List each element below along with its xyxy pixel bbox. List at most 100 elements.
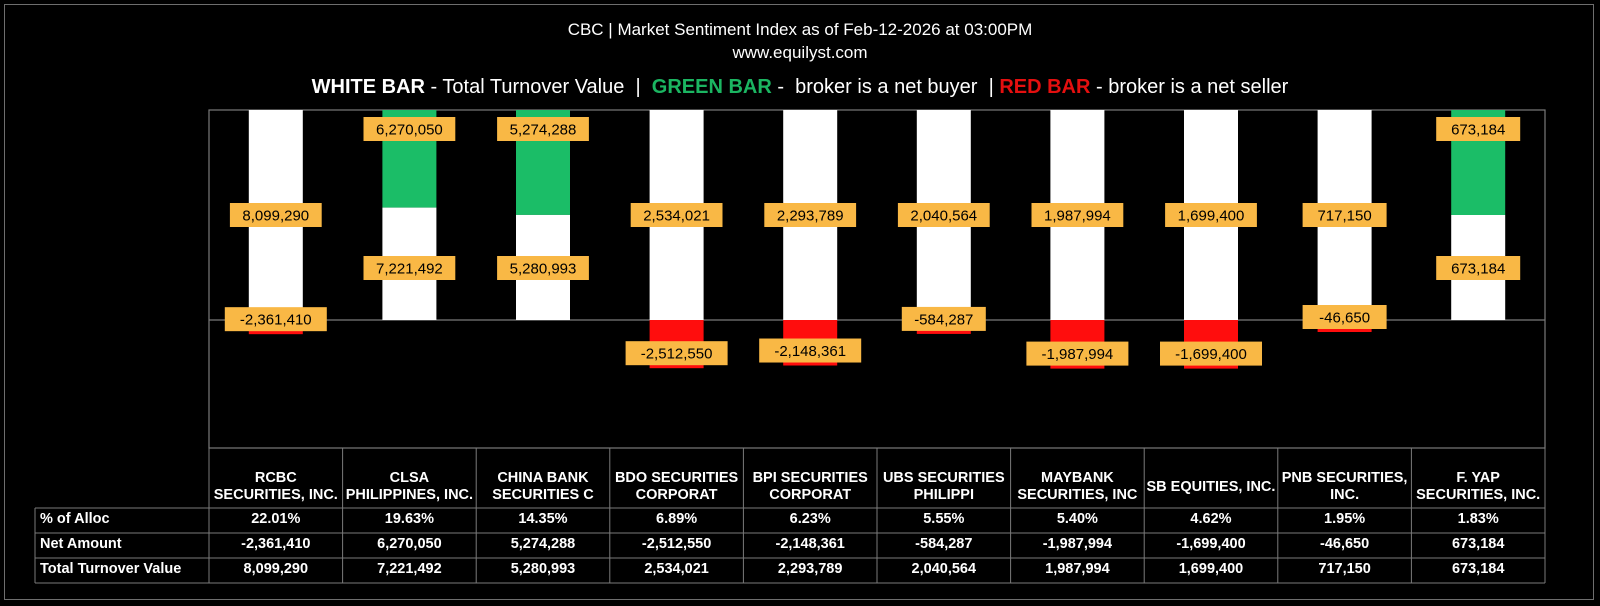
row-label-0: % of Alloc	[40, 511, 110, 527]
table-cell-1-5: -584,287	[915, 536, 973, 552]
net-label-4: -2,148,361	[759, 338, 862, 363]
table-cell-1-1: 6,270,050	[377, 536, 442, 552]
turnover-label-4-text: 2,293,789	[777, 208, 844, 225]
table-cell-2-6: 1,987,994	[1045, 561, 1110, 577]
table-cell-0-5: 5.55%	[923, 511, 965, 527]
net-label-9-text: 673,184	[1451, 122, 1505, 139]
net-label-5-bg	[901, 306, 986, 331]
table-cell-2-0: 8,099,290	[243, 561, 309, 577]
table-cell-1-8: -46,650	[1320, 536, 1370, 552]
table-cell-2-4: 2,293,789	[777, 561, 843, 577]
table-cell-1-7: -1,699,400	[1176, 536, 1246, 552]
net-label-9-bg	[1436, 117, 1521, 141]
turnover-label-0-bg	[229, 203, 322, 227]
turnover-label-2-text: 5,280,993	[510, 261, 577, 278]
table-cell-2-2: 5,280,993	[510, 561, 576, 577]
net-label-1-text: 6,270,050	[376, 122, 443, 139]
net-label-8-bg	[1302, 305, 1387, 329]
table-cell-1-9: 673,184	[1451, 536, 1505, 552]
table-cell-0-6: 5.40%	[1056, 511, 1098, 527]
table-cell-1-0: -2,361,410	[241, 536, 311, 552]
table-cell-0-0: 22.01%	[251, 511, 301, 527]
net-label-5-text: -584,287	[914, 311, 973, 328]
category-label-3: BDO SECURITIES CORPORAT	[614, 470, 739, 503]
net-label-6-bg	[1026, 341, 1129, 366]
net-label-2-bg	[497, 117, 589, 141]
net-label-6: -1,987,994	[1026, 341, 1129, 366]
turnover-label-3-bg	[630, 203, 723, 227]
table-cell-0-3: 6.89%	[656, 511, 698, 527]
turnover-label-5-bg	[897, 203, 990, 227]
net-label-7-text: -1,699,400	[1175, 346, 1247, 363]
turnover-label-2-bg	[497, 256, 589, 280]
legend-white-desc: - Total Turnover Value |	[425, 76, 652, 98]
category-label-9: F. YAP SECURITIES, INC.	[1416, 470, 1541, 503]
category-label-1: CLSA PHILIPPINES, INC.	[345, 470, 474, 503]
category-label-8: PNB SECURITIES, INC.	[1281, 470, 1408, 503]
website-label: www.equilyst.com	[732, 43, 868, 62]
legend-green-label: GREEN BAR	[651, 76, 772, 98]
turnover-label-4-bg	[764, 203, 857, 227]
category-label-2: CHINA BANK SECURITIES C	[492, 470, 594, 503]
table-cell-0-9: 1.83%	[1457, 511, 1499, 527]
net-label-4-bg	[759, 338, 862, 363]
turnover-label-3: 2,534,021	[630, 203, 723, 227]
turnover-label-8-text: 717,150	[1317, 208, 1371, 225]
turnover-label-4: 2,293,789	[764, 203, 857, 227]
turnover-label-2: 5,280,993	[497, 256, 589, 280]
net-label-2-text: 5,274,288	[510, 122, 577, 139]
net-label-3-bg	[625, 341, 728, 366]
row-label-1: Net Amount	[40, 536, 122, 552]
turnover-label-9-bg	[1436, 256, 1521, 280]
category-label-5: UBS SECURITIES PHILIPPI	[882, 470, 1005, 503]
turnover-label-1-text: 7,221,492	[376, 261, 443, 278]
turnover-label-5-text: 2,040,564	[910, 208, 977, 225]
turnover-label-6: 1,987,994	[1031, 203, 1124, 227]
table-cell-2-7: 1,699,400	[1178, 561, 1244, 577]
turnover-label-7: 1,699,400	[1165, 203, 1257, 227]
turnover-label-6-bg	[1031, 203, 1124, 227]
net-label-4-text: -2,148,361	[774, 343, 846, 360]
net-label-3: -2,512,550	[625, 341, 728, 366]
net-label-0-text: -2,361,410	[240, 312, 312, 329]
table-cell-1-6: -1,987,994	[1042, 536, 1113, 552]
turnover-label-9-text: 673,184	[1451, 261, 1505, 278]
net-label-9: 673,184	[1436, 117, 1521, 141]
net-label-1-bg	[363, 117, 456, 141]
turnover-label-9: 673,184	[1436, 256, 1521, 280]
legend-white-label: WHITE BAR	[311, 76, 425, 98]
table-cell-2-9: 673,184	[1451, 561, 1505, 577]
turnover-label-8-bg	[1302, 203, 1387, 227]
turnover-label-5: 2,040,564	[897, 203, 990, 227]
category-label-7: SB EQUITIES, INC.	[1146, 478, 1276, 495]
net-label-2: 5,274,288	[497, 117, 589, 141]
table-cell-0-4: 6.23%	[789, 511, 831, 527]
table-cell-2-3: 2,534,021	[644, 561, 709, 577]
net-label-7-bg	[1160, 341, 1262, 366]
table-cell-1-2: 5,274,288	[510, 536, 576, 552]
net-label-8: -46,650	[1302, 305, 1387, 329]
net-label-7: -1,699,400	[1160, 341, 1262, 366]
row-label-2: Total Turnover Value	[40, 561, 182, 577]
legend: WHITE BAR - Total Turnover Value | GREEN…	[0, 76, 1600, 99]
turnover-label-8: 717,150	[1302, 203, 1387, 227]
table-cell-0-1: 19.63%	[384, 511, 434, 527]
turnover-label-1: 7,221,492	[363, 256, 456, 280]
category-label-4: BPI SECURITIES CORPORAT	[752, 470, 868, 503]
table-cell-2-1: 7,221,492	[377, 561, 442, 577]
net-label-1: 6,270,050	[363, 117, 456, 141]
turnover-label-0-text: 8,099,290	[242, 208, 309, 225]
legend-red-label: RED BAR	[999, 76, 1091, 98]
net-label-6-text: -1,987,994	[1042, 346, 1114, 363]
chart-frame	[4, 4, 1594, 600]
turnover-label-6-text: 1,987,994	[1044, 208, 1111, 225]
turnover-label-0: 8,099,290	[229, 203, 322, 227]
table-cell-2-5: 2,040,564	[911, 561, 977, 577]
turnover-label-3-text: 2,534,021	[643, 208, 710, 225]
legend-red-desc: - broker is a net seller	[1090, 76, 1289, 98]
table-cell-1-4: -2,148,361	[775, 536, 845, 552]
category-label-0: RCBC SECURITIES, INC.	[213, 470, 338, 503]
table-cell-2-8: 717,150	[1318, 561, 1371, 577]
chart-title: CBC | Market Sentiment Index as of Feb-1…	[567, 20, 1033, 39]
